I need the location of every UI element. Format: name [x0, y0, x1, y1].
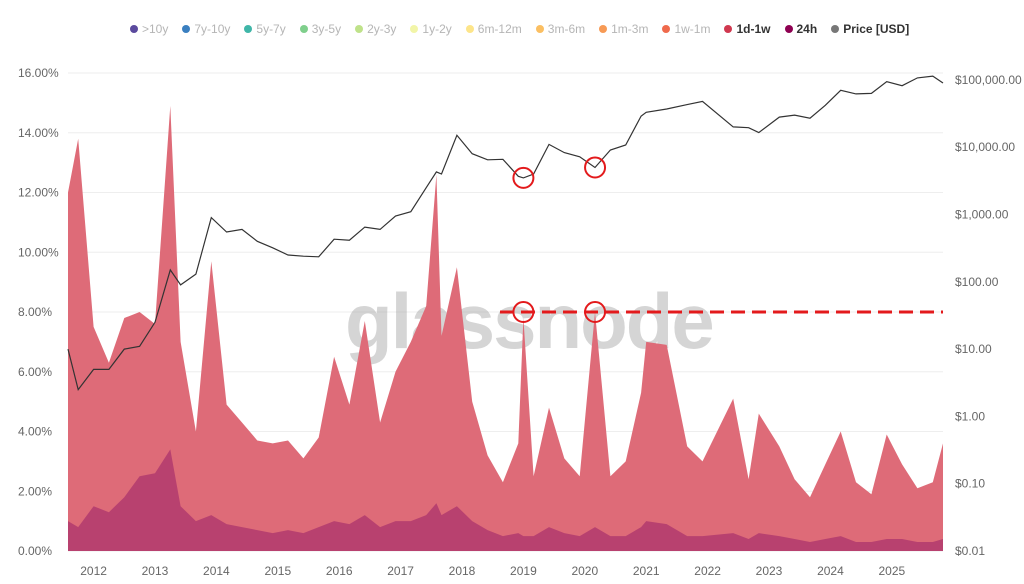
legend-label: 7y-10y — [194, 22, 231, 36]
legend-item[interactable]: 1m-3m — [599, 22, 648, 36]
x-tick-label: 2019 — [510, 564, 537, 578]
y-right-tick-label: $0.10 — [955, 477, 985, 491]
x-tick-label: 2014 — [203, 564, 230, 578]
y-left-tick-label: 4.00% — [18, 425, 52, 439]
legend-item[interactable]: 3m-6m — [535, 22, 586, 36]
legend-dot-icon — [182, 25, 191, 33]
legend-label: Price [USD] — [843, 22, 910, 36]
y-left-tick-label: 2.00% — [18, 484, 52, 498]
legend-dot-icon — [662, 25, 671, 33]
x-tick-label: 2016 — [326, 564, 353, 578]
x-tick-label: 2025 — [878, 564, 905, 578]
legend-label: 1d-1w — [736, 22, 771, 36]
legend-dot-icon — [299, 25, 308, 33]
y-left-tick-label: 12.00% — [18, 186, 59, 200]
legend-item[interactable]: 7y-10y — [182, 22, 230, 36]
annotation-circle-pct — [512, 301, 535, 323]
x-tick-label: 2017 — [387, 564, 414, 578]
x-tick-label: 2013 — [142, 564, 169, 578]
y-left-tick-label: 16.00% — [18, 66, 59, 80]
legend-item[interactable]: 5y-7y — [244, 22, 286, 36]
legend-item[interactable]: 24h — [784, 22, 818, 36]
y-left-tick-label: 0.00% — [18, 544, 52, 558]
x-tick-label: 2023 — [756, 564, 783, 578]
legend-dot-icon — [410, 25, 419, 33]
y-left-tick-label: 8.00% — [18, 305, 52, 319]
annotation-circle-price — [512, 166, 535, 189]
y-right-tick-label: $10,000.00 — [955, 140, 1015, 154]
x-tick-label: 2012 — [80, 564, 107, 578]
area-1d-1w — [68, 105, 943, 552]
x-tick-label: 2018 — [449, 564, 476, 578]
legend-dot-icon — [831, 25, 840, 33]
legend-dot-icon — [599, 25, 608, 33]
x-tick-label: 2021 — [633, 564, 660, 578]
legend-dot-icon — [130, 25, 138, 33]
area-24h — [68, 449, 943, 551]
x-tick-label: 2015 — [264, 564, 291, 578]
legend-label: 24h — [796, 22, 818, 36]
y-right-tick-label: $100,000.00 — [955, 73, 1022, 87]
y-right-tick-label: $1,000.00 — [955, 208, 1009, 222]
legend-label: 1w-1m — [674, 22, 711, 36]
legend-label: 5y-7y — [256, 22, 286, 36]
legend-dot-icon — [355, 25, 364, 33]
y-left-tick-label: 6.00% — [18, 365, 52, 379]
legend-item[interactable]: >10y — [130, 22, 168, 36]
legend-label: 3y-5y — [311, 22, 342, 36]
legend-item[interactable]: 3y-5y — [299, 22, 342, 36]
legend-item[interactable]: 6m-12m — [465, 22, 522, 36]
legend-item[interactable]: 1w-1m — [662, 22, 710, 36]
y-right-tick-label: $10.00 — [955, 342, 992, 356]
legend-label: 2y-3y — [367, 22, 397, 36]
legend-dot-icon — [465, 25, 474, 33]
y-right-tick-label: $0.01 — [955, 544, 985, 558]
y-right-tick-label: $1.00 — [955, 409, 985, 423]
legend-dot-icon — [724, 25, 733, 33]
legend-label: >10y — [142, 22, 169, 36]
legend-label: 6m-12m — [477, 22, 522, 36]
legend-item[interactable]: Price [USD] — [831, 22, 909, 36]
annotation-circle-price — [584, 156, 607, 179]
legend-item[interactable]: 2y-3y — [355, 22, 396, 36]
legend-dot-icon — [784, 25, 793, 33]
legend-label: 1m-3m — [611, 22, 649, 36]
legend-dot-icon — [244, 25, 253, 33]
x-tick-label: 2020 — [571, 564, 598, 578]
annotation-circle-pct — [584, 301, 607, 323]
legend-item[interactable]: 1d-1w — [724, 22, 771, 36]
y-right-tick-label: $100.00 — [955, 275, 999, 289]
legend-label: 3m-6m — [547, 22, 586, 36]
legend-dot-icon — [535, 25, 544, 33]
price-line — [67, 75, 944, 391]
y-left-tick-label: 10.00% — [18, 245, 59, 259]
y-left-tick-label: 14.00% — [18, 126, 59, 140]
legend-item[interactable]: 1y-2y — [410, 22, 452, 36]
x-tick-label: 2022 — [694, 564, 721, 578]
legend-label: 1y-2y — [422, 22, 452, 36]
x-tick-label: 2024 — [817, 564, 844, 578]
legend: >10y 7y-10y 5y-7y 3y-5y 2y-3y 1y-2y 6m-12m 3m-6… — [130, 22, 909, 36]
